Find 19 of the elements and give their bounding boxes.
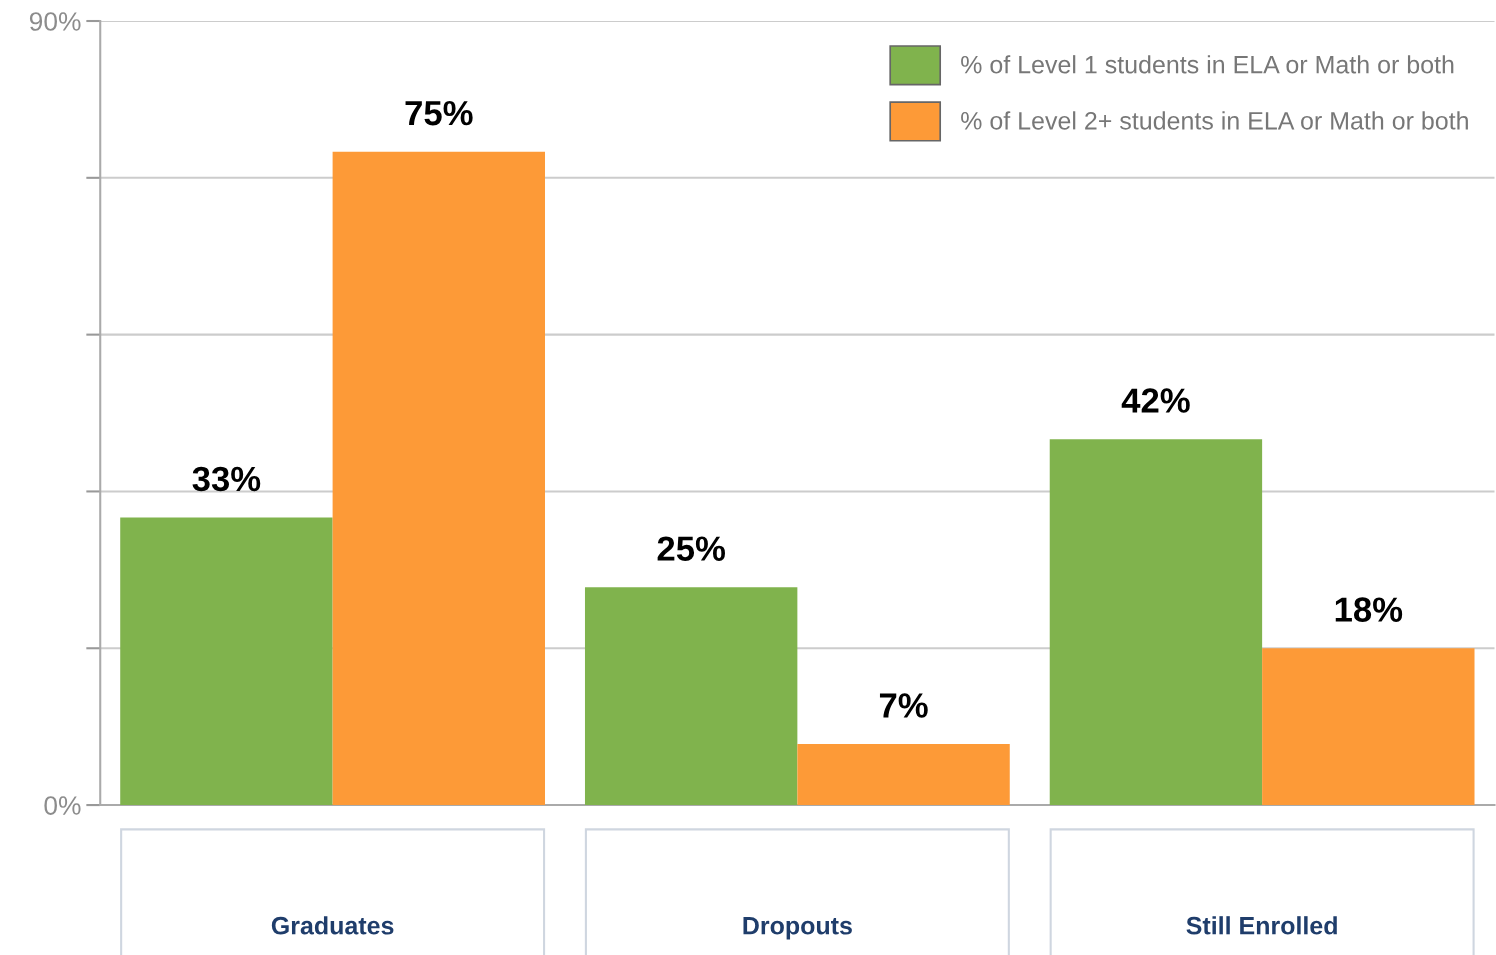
bar (120, 517, 333, 806)
bar (1049, 439, 1263, 806)
data-label: 75% (405, 100, 473, 126)
x-tick-label: Dropouts (743, 917, 852, 940)
bar (1262, 648, 1475, 806)
bar (332, 151, 545, 806)
x-tick-label: Still Enrolled (1186, 916, 1337, 935)
data-label: 33% (192, 466, 261, 492)
data-label: 25% (657, 536, 725, 561)
legend-label: % of Level 1 students in ELA or Math or both (961, 55, 1454, 74)
x-tick-label: Graduates (271, 916, 394, 935)
y-tick-label: 90% (29, 12, 81, 31)
bar (797, 744, 1010, 806)
y-tick-label: 0% (44, 796, 81, 815)
bar (584, 587, 798, 806)
data-label: 7% (879, 693, 928, 718)
data-label: 18% (1335, 597, 1403, 622)
data-label: 42% (1121, 388, 1190, 413)
legend-label: % of Level 2+ students in ELA or Math or both (961, 111, 1468, 130)
